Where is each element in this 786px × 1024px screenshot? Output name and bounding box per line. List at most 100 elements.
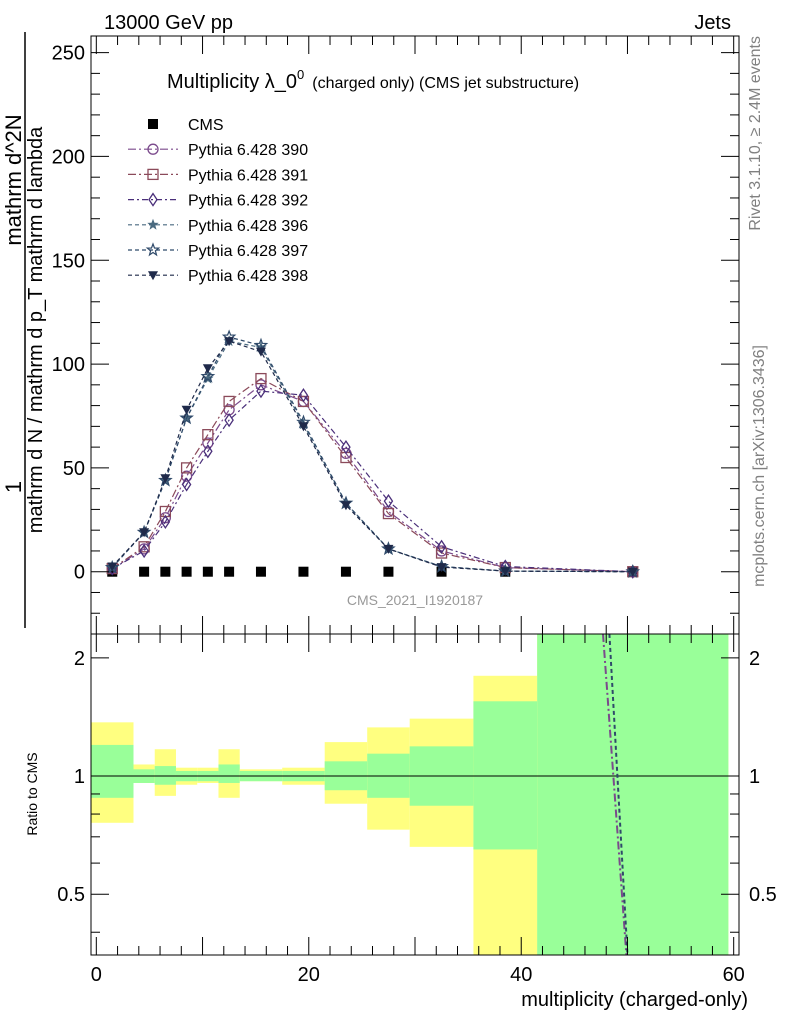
data-point-s0-0-shape — [107, 566, 118, 577]
data-point-s0-3-shape — [181, 566, 192, 577]
header-left: 13000 GeV pp — [104, 12, 233, 34]
y-tick-label: 200 — [52, 146, 85, 168]
data-point-s0-5 — [224, 566, 235, 577]
data-point-s0-8-shape — [340, 566, 351, 577]
ratio-inner-band — [154, 766, 176, 785]
data-point-s0-2-shape — [160, 566, 171, 577]
ratio-inner-band — [537, 634, 729, 955]
legend-marker-shape — [148, 271, 158, 281]
legend-marker-shape — [148, 119, 158, 129]
series-line-3 — [111, 390, 633, 573]
data-point-s4-6 — [255, 341, 267, 353]
x-tick-label: 40 — [510, 964, 532, 986]
data-point-s0-3 — [181, 566, 192, 577]
data-point-s4-4-shape — [202, 372, 214, 384]
legend-marker — [148, 119, 158, 129]
ratio-y-tick-label-right: 0.5 — [749, 884, 777, 906]
data-point-s6-10 — [436, 563, 447, 573]
data-point-s2-10 — [435, 547, 448, 559]
legend-marker — [148, 271, 158, 281]
data-point-s2-7 — [297, 395, 310, 408]
data-point-s3-3-shape — [181, 477, 192, 492]
data-point-s6-6 — [255, 347, 266, 357]
y-tick-label: 50 — [63, 458, 85, 480]
legend-marker — [147, 168, 159, 181]
data-point-s0-4 — [202, 566, 213, 577]
data-point-s3-3 — [181, 477, 192, 492]
legend-marker-shape — [147, 218, 159, 230]
series-line-4 — [111, 340, 633, 573]
ratio-y-tick-label-left: 2 — [74, 648, 85, 670]
ratio-line-0 — [602, 633, 628, 956]
x-axis-label: multiplicity (charged-only) — [521, 989, 748, 1011]
data-point-s6-6-shape — [255, 347, 266, 357]
data-point-s2-10-shape — [435, 547, 448, 559]
data-point-s2-9 — [382, 507, 395, 520]
y-tick-label: 250 — [52, 43, 85, 65]
legend-marker-shape — [145, 242, 161, 257]
data-point-s2-4 — [202, 429, 214, 441]
data-point-s6-10-shape — [436, 563, 447, 573]
data-point-s3-7 — [298, 388, 309, 403]
data-point-s6-2-shape — [160, 474, 171, 484]
chart-title: Multiplicity λ_00 (charged only) (CMS jet… — [167, 67, 579, 93]
data-point-s6-11-shape — [500, 567, 511, 577]
data-point-s0-6-shape — [255, 566, 266, 577]
data-point-s6-12-shape — [627, 567, 638, 577]
data-point-s5-4-shape — [200, 368, 216, 383]
data-point-s2-3 — [180, 462, 193, 474]
data-point-s3-9 — [383, 493, 394, 509]
data-point-s2-5 — [223, 395, 235, 408]
data-point-s2-1 — [138, 541, 150, 553]
data-point-s0-5-shape — [224, 566, 235, 577]
title-main: Multiplicity λ_0 — [167, 71, 297, 93]
ratio-y-tick-label-left: 0.5 — [57, 884, 85, 906]
legend: CMS Pythia 6.428 390 Pythia 6.428 391 Pythi… — [128, 117, 308, 285]
x-tick-label: 20 — [298, 964, 320, 986]
data-point-s6-3 — [181, 405, 192, 415]
legend-label: Pythia 6.428 398 — [188, 268, 308, 285]
data-point-s3-5-shape — [224, 412, 234, 428]
data-point-s6-5-shape — [224, 337, 235, 347]
ratio-ylabel: Ratio to CMS — [24, 752, 40, 835]
data-point-s3-5 — [224, 412, 234, 428]
legend-marker-shape — [147, 143, 159, 155]
data-point-s6-1 — [139, 528, 150, 538]
data-point-s0-7-shape — [298, 566, 309, 577]
legend-label: Pythia 6.428 390 — [188, 142, 308, 159]
legend-label: Pythia 6.428 392 — [188, 193, 308, 210]
data-point-s6-1-shape — [139, 528, 150, 538]
header-right: Jets — [694, 12, 731, 34]
analysis-watermark: CMS_2021_I1920187 — [347, 592, 483, 608]
data-point-s6-4-shape — [202, 364, 213, 374]
data-point-s5-4 — [200, 368, 216, 383]
data-point-s6-9-shape — [383, 544, 394, 554]
data-point-s3-6 — [256, 383, 266, 399]
main-ylabel: 1 mathrm d^2N mathrm d N / mathrm d p_T … — [1, 32, 47, 628]
mcplots-label: mcplots.cern.ch [arXiv:1306.3436] — [751, 345, 768, 587]
data-point-s4-4 — [202, 372, 214, 384]
data-point-s0-4-shape — [202, 566, 213, 577]
data-point-s1-3 — [180, 470, 193, 482]
data-point-s2-5-shape — [223, 395, 235, 408]
title-detail: (charged only) (CMS jet substructure) — [312, 75, 579, 92]
data-point-s0-2 — [160, 566, 171, 577]
data-point-s3-2 — [160, 514, 171, 530]
rivet-version-label: Rivet 3.1.10, ≥ 2.4M events — [747, 36, 764, 231]
data-point-s3-2-shape — [160, 514, 171, 530]
y-tick-label: 100 — [52, 354, 85, 376]
legend-marker-shape — [148, 192, 158, 207]
ratio-y-tick-label-right: 2 — [749, 648, 760, 670]
data-point-s3-8-shape — [341, 439, 351, 455]
data-point-s3-7-shape — [298, 388, 309, 403]
legend-marker — [145, 242, 161, 257]
data-point-s3-4-shape — [203, 444, 213, 459]
data-point-s6-8-shape — [340, 501, 351, 511]
legend-label: Pythia 6.428 391 — [188, 167, 308, 184]
ylabel-denominator: mathrm d N / mathrm d p_T mathrm d lambd… — [25, 126, 47, 533]
data-point-s2-3-shape — [180, 462, 193, 474]
data-point-s6-4 — [202, 364, 213, 374]
data-point-s6-3-shape — [181, 405, 192, 415]
